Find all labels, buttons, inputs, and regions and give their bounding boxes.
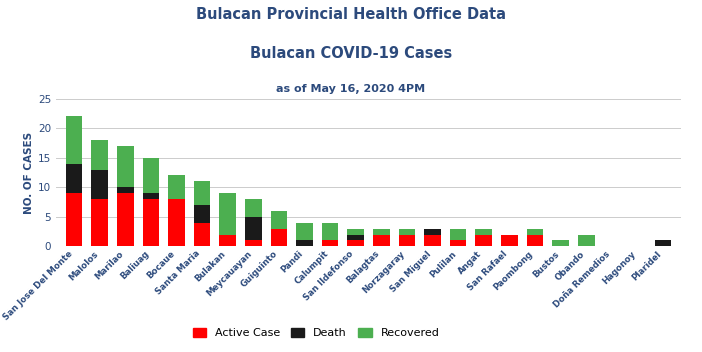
Bar: [117, 146, 133, 187]
Bar: [552, 240, 569, 246]
Bar: [66, 193, 82, 246]
Bar: [399, 229, 416, 234]
Bar: [91, 140, 108, 170]
Text: Bulacan COVID-19 Cases: Bulacan COVID-19 Cases: [250, 46, 452, 61]
Bar: [526, 234, 543, 246]
Y-axis label: NO. OF CASES: NO. OF CASES: [24, 131, 34, 214]
Bar: [66, 164, 82, 193]
Bar: [117, 193, 133, 246]
Bar: [475, 229, 492, 234]
Bar: [347, 229, 364, 234]
Bar: [220, 193, 236, 234]
Bar: [143, 158, 159, 193]
Bar: [194, 223, 211, 246]
Bar: [245, 199, 262, 217]
Bar: [475, 234, 492, 246]
Bar: [143, 193, 159, 199]
Bar: [424, 229, 441, 234]
Bar: [373, 234, 390, 246]
Bar: [322, 240, 338, 246]
Bar: [194, 181, 211, 205]
Bar: [424, 234, 441, 246]
Bar: [526, 229, 543, 234]
Bar: [296, 223, 313, 240]
Bar: [117, 187, 133, 193]
Bar: [347, 240, 364, 246]
Bar: [143, 199, 159, 246]
Bar: [501, 234, 517, 246]
Bar: [91, 170, 108, 199]
Bar: [168, 199, 185, 246]
Bar: [322, 223, 338, 240]
Bar: [270, 229, 287, 246]
Bar: [245, 240, 262, 246]
Bar: [450, 229, 467, 240]
Bar: [296, 240, 313, 246]
Text: Bulacan Provincial Health Office Data: Bulacan Provincial Health Office Data: [196, 7, 506, 22]
Bar: [270, 211, 287, 229]
Text: as of May 16, 2020 4PM: as of May 16, 2020 4PM: [277, 84, 425, 94]
Bar: [66, 116, 82, 164]
Bar: [220, 234, 236, 246]
Bar: [578, 234, 595, 246]
Bar: [373, 229, 390, 234]
Bar: [347, 234, 364, 240]
Bar: [450, 240, 467, 246]
Legend: Active Case, Death, Recovered: Active Case, Death, Recovered: [188, 323, 444, 343]
Bar: [168, 175, 185, 199]
Bar: [245, 217, 262, 240]
Bar: [194, 205, 211, 223]
Bar: [655, 240, 671, 246]
Bar: [91, 199, 108, 246]
Bar: [399, 234, 416, 246]
